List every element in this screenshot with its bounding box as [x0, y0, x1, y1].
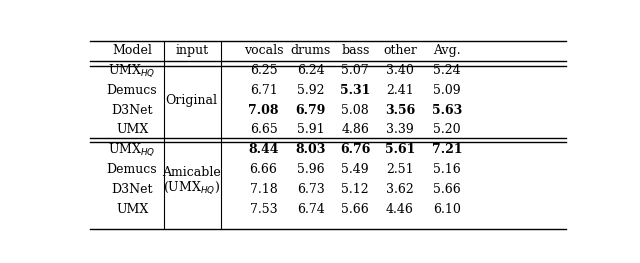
- Text: 5.66: 5.66: [341, 203, 369, 216]
- Text: 7.18: 7.18: [250, 183, 277, 196]
- Text: 5.31: 5.31: [340, 84, 371, 97]
- Text: 4.86: 4.86: [341, 123, 369, 136]
- Text: 6.24: 6.24: [297, 64, 324, 77]
- Text: 6.73: 6.73: [297, 183, 324, 196]
- Text: input: input: [175, 44, 208, 57]
- Text: 5.91: 5.91: [297, 123, 324, 136]
- Text: 6.65: 6.65: [250, 123, 277, 136]
- Text: 8.03: 8.03: [296, 143, 326, 156]
- Text: 5.49: 5.49: [342, 163, 369, 176]
- Text: 6.10: 6.10: [433, 203, 461, 216]
- Text: 3.40: 3.40: [386, 64, 414, 77]
- Text: drums: drums: [291, 44, 331, 57]
- Text: 5.12: 5.12: [342, 183, 369, 196]
- Text: (UMX$_{HQ}$): (UMX$_{HQ}$): [163, 179, 220, 196]
- Text: 5.07: 5.07: [342, 64, 369, 77]
- Text: 5.08: 5.08: [341, 104, 369, 117]
- Text: 5.66: 5.66: [433, 183, 461, 196]
- Text: UMX$_{HQ}$: UMX$_{HQ}$: [108, 62, 156, 79]
- Text: D3Net: D3Net: [111, 104, 153, 117]
- Text: 7.08: 7.08: [248, 104, 279, 117]
- Text: 5.09: 5.09: [433, 84, 461, 97]
- Text: 7.53: 7.53: [250, 203, 277, 216]
- Text: 2.41: 2.41: [386, 84, 414, 97]
- Text: 2.51: 2.51: [386, 163, 413, 176]
- Text: 5.96: 5.96: [297, 163, 324, 176]
- Text: 6.71: 6.71: [250, 84, 277, 97]
- Text: 4.46: 4.46: [386, 203, 414, 216]
- Text: 6.74: 6.74: [297, 203, 324, 216]
- Text: bass: bass: [341, 44, 369, 57]
- Text: 5.20: 5.20: [433, 123, 461, 136]
- Text: Original: Original: [166, 94, 218, 107]
- Text: 6.25: 6.25: [250, 64, 277, 77]
- Text: 8.44: 8.44: [248, 143, 279, 156]
- Text: UMX: UMX: [116, 123, 148, 136]
- Text: 6.79: 6.79: [296, 104, 326, 117]
- Text: 3.39: 3.39: [386, 123, 414, 136]
- Text: D3Net: D3Net: [111, 183, 153, 196]
- Text: 7.21: 7.21: [432, 143, 462, 156]
- Text: 5.92: 5.92: [297, 84, 324, 97]
- Text: 5.61: 5.61: [385, 143, 415, 156]
- Text: Amicable: Amicable: [162, 166, 221, 179]
- Text: UMX: UMX: [116, 203, 148, 216]
- Text: 5.63: 5.63: [432, 104, 462, 117]
- Text: 6.76: 6.76: [340, 143, 371, 156]
- Text: 5.24: 5.24: [433, 64, 461, 77]
- Text: other: other: [383, 44, 417, 57]
- Text: Demucs: Demucs: [107, 84, 157, 97]
- Text: Demucs: Demucs: [107, 163, 157, 176]
- Text: 3.56: 3.56: [385, 104, 415, 117]
- Text: 6.66: 6.66: [250, 163, 278, 176]
- Text: Avg.: Avg.: [433, 44, 461, 57]
- Text: UMX$_{HQ}$: UMX$_{HQ}$: [108, 141, 156, 158]
- Text: Model: Model: [112, 44, 152, 57]
- Text: 3.62: 3.62: [386, 183, 414, 196]
- Text: vocals: vocals: [244, 44, 284, 57]
- Text: 5.16: 5.16: [433, 163, 461, 176]
